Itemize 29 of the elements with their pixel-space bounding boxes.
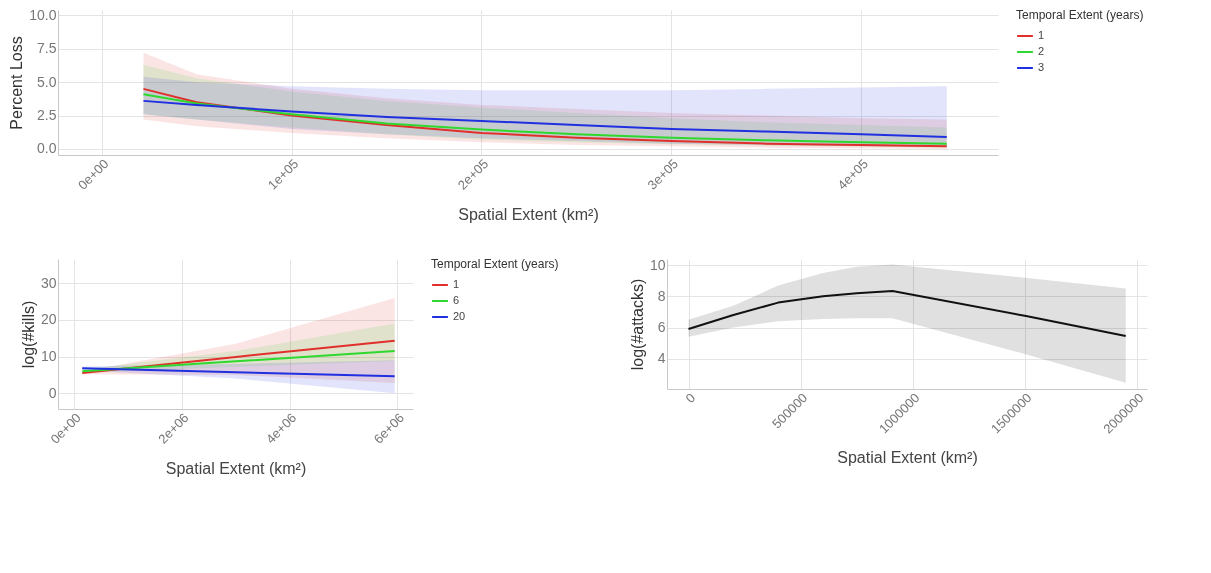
y-tick-label: 7.5 bbox=[37, 40, 57, 57]
line-series bbox=[142, 99, 948, 138]
x-tick-label: 0 bbox=[682, 390, 699, 406]
legend-label: 1 bbox=[453, 278, 460, 290]
legend-title: Temporal Extent (years) bbox=[431, 257, 559, 271]
y-tick-label: 10 bbox=[649, 256, 666, 273]
y-axis-title: Percent Loss bbox=[8, 36, 26, 130]
x-axis-title: Spatial Extent (km²) bbox=[165, 459, 307, 477]
y-tick-label: 2.5 bbox=[37, 107, 57, 124]
y-axis-title: log(#attacks) bbox=[628, 278, 646, 371]
legend-label: 6 bbox=[453, 294, 460, 306]
y-tick-label: 10 bbox=[40, 348, 57, 365]
y-tick-label: 0.0 bbox=[37, 140, 57, 157]
y-tick-label: 8 bbox=[657, 287, 666, 304]
x-axis-title: Spatial Extent (km²) bbox=[458, 205, 599, 223]
y-tick-label: 20 bbox=[40, 311, 57, 328]
x-axis-title: Spatial Extent (km²) bbox=[837, 449, 978, 467]
y-tick-label: 6 bbox=[657, 319, 666, 335]
y-tick-label: 10.0 bbox=[29, 6, 57, 23]
y-tick-label: 4 bbox=[657, 350, 666, 367]
legend-title: Temporal Extent (years) bbox=[1016, 8, 1144, 22]
line-series bbox=[687, 289, 1127, 338]
legend-label: 3 bbox=[1038, 61, 1045, 73]
y-tick-label: 5.0 bbox=[37, 73, 57, 90]
legend-label: 2 bbox=[1038, 45, 1045, 57]
y-axis-title: log(#kills) bbox=[19, 300, 37, 369]
legend-label: 20 bbox=[453, 310, 466, 322]
y-tick-label: 30 bbox=[40, 274, 57, 291]
legend-label: 1 bbox=[1038, 29, 1045, 41]
